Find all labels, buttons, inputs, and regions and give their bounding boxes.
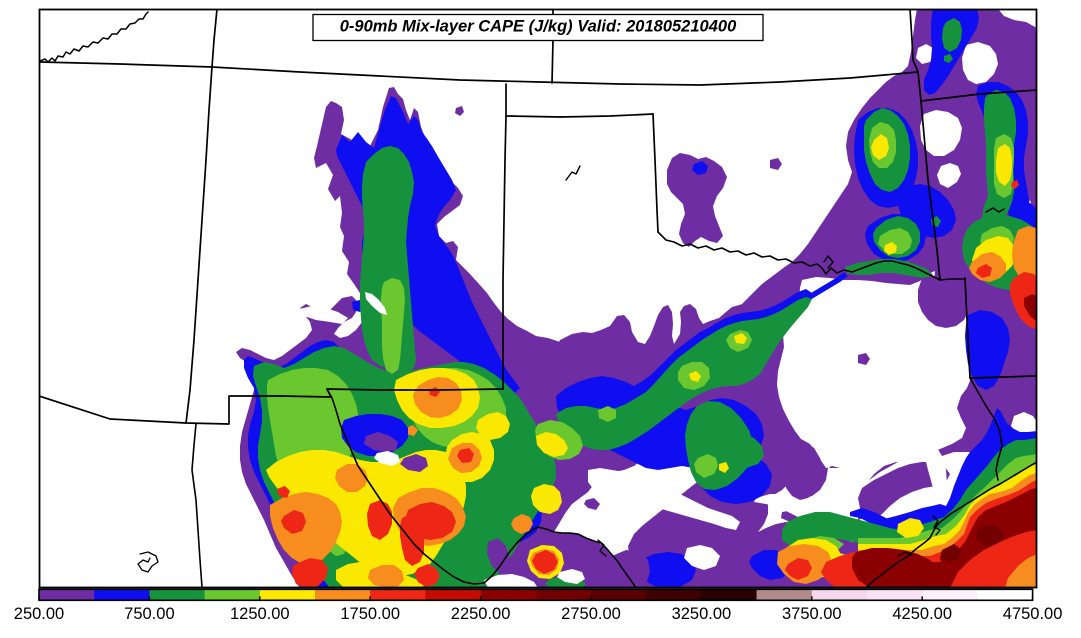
svg-text:2750.00: 2750.00 (561, 605, 621, 623)
svg-text:4250.00: 4250.00 (892, 605, 952, 623)
svg-text:3250.00: 3250.00 (672, 605, 732, 623)
svg-text:750.00: 750.00 (124, 605, 174, 623)
svg-text:3750.00: 3750.00 (782, 605, 842, 623)
svg-text:1750.00: 1750.00 (340, 605, 400, 623)
svg-text:4750.00: 4750.00 (1003, 605, 1063, 623)
svg-text:2250.00: 2250.00 (451, 605, 511, 623)
svg-text:1250.00: 1250.00 (230, 605, 290, 623)
svg-text:0-90mb Mix-layer CAPE (J/kg) V: 0-90mb Mix-layer CAPE (J/kg) Valid: 2018… (340, 18, 737, 36)
svg-text:250.00: 250.00 (14, 605, 64, 623)
